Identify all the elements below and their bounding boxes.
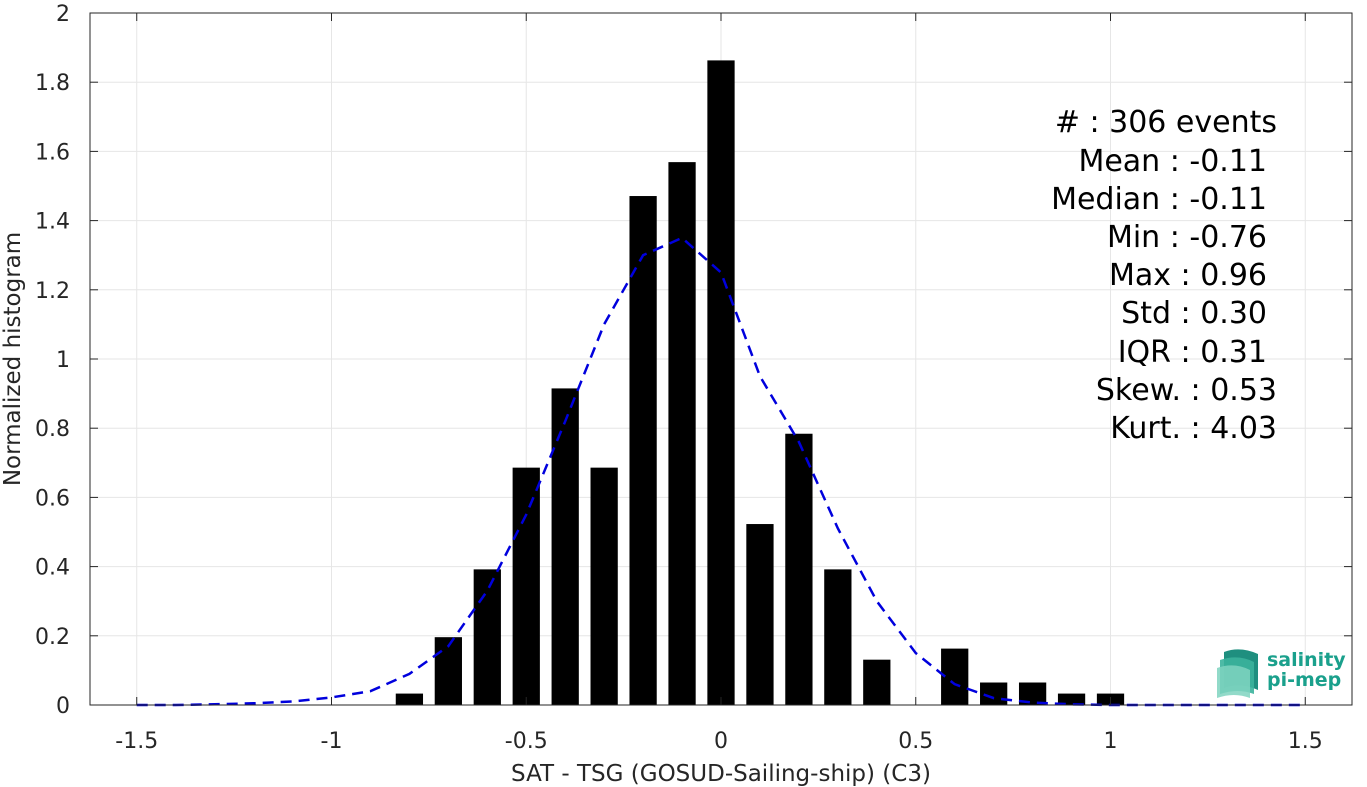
histogram-bar [746, 524, 774, 705]
x-tick-labels: -1.5 -1 -0.5 0 0.5 1 1.5 [115, 729, 1322, 754]
stat-mean: Mean : -0.11 [1078, 144, 1267, 179]
stat-median: Median : -0.11 [1051, 182, 1267, 217]
histogram-bar [980, 682, 1008, 705]
y-tick-label: 0.6 [35, 486, 70, 511]
y-tick-label: 1.2 [35, 279, 70, 304]
histogram-bar [473, 569, 501, 705]
x-tick-label: 1.5 [1288, 729, 1323, 754]
y-tick-label: 0.4 [35, 556, 70, 581]
x-tick-label: -0.5 [505, 729, 548, 754]
x-axis-label: SAT - TSG (GOSUD-Sailing-ship) (C3) [511, 761, 931, 787]
logo-line2: pi-mep [1267, 669, 1341, 691]
stat-iqr: IQR : 0.31 [1118, 335, 1267, 370]
stat-std: Std : 0.30 [1121, 296, 1267, 331]
salinity-pi-mep-logo: salinity pi-mep [1217, 649, 1346, 698]
histogram-bar [395, 693, 424, 705]
stat-max: Max : 0.96 [1109, 258, 1267, 293]
histogram-bars [395, 60, 1125, 706]
stats-annotation: # : 306 events Mean : -0.11 Median : -0.… [1051, 105, 1277, 446]
stat-skew: Skew. : 0.53 [1096, 373, 1277, 408]
y-tick-label: 1.8 [35, 71, 70, 96]
histogram-bar [1057, 693, 1086, 705]
y-tick-labels: 0 0.2 0.4 0.6 0.8 1 1.2 1.4 1.6 1.8 2 [35, 2, 70, 719]
histogram-bar [512, 467, 540, 705]
y-tick-label: 1.6 [35, 140, 70, 165]
stat-kurt: Kurt. : 4.03 [1110, 411, 1277, 446]
histogram-bar [785, 433, 813, 705]
y-axis-label: Normalized histogram [0, 232, 26, 486]
histogram-bar [863, 659, 891, 705]
y-tick-label: 1.4 [35, 210, 70, 235]
histogram-bar [668, 162, 696, 706]
x-tick-label: -1 [321, 729, 343, 754]
histogram-bar [590, 467, 618, 705]
histogram-bar [434, 637, 462, 705]
y-tick-label: 0.2 [35, 625, 70, 650]
logo-line1: salinity [1267, 649, 1346, 671]
stat-events: # : 306 events [1055, 105, 1277, 140]
stat-min: Min : -0.76 [1107, 220, 1267, 255]
y-tick-label: 0.8 [35, 417, 70, 442]
histogram-bar [824, 569, 852, 705]
axis-ticks [90, 12, 1352, 706]
x-tick-label: -1.5 [115, 729, 158, 754]
x-tick-label: 0.5 [898, 729, 933, 754]
logo-wave-icon [1217, 649, 1258, 698]
histogram-bar [941, 648, 969, 705]
y-tick-label: 1 [56, 348, 70, 373]
x-tick-label: 1 [1104, 729, 1118, 754]
x-tick-label: 0 [714, 729, 728, 754]
histogram-bar [1018, 682, 1047, 705]
y-tick-label: 2 [56, 2, 70, 27]
y-tick-label: 0 [56, 694, 70, 719]
histogram-bar [551, 388, 579, 705]
histogram-bar [629, 196, 657, 705]
histogram-bar [707, 60, 735, 706]
